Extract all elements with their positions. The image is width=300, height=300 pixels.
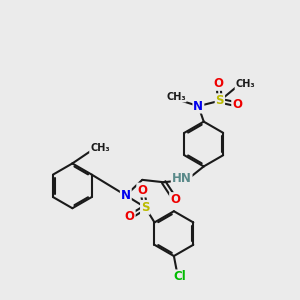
Text: CH₃: CH₃	[236, 79, 255, 89]
Text: N: N	[194, 100, 203, 112]
Text: S: S	[216, 94, 224, 107]
Text: O: O	[137, 184, 147, 196]
Text: O: O	[213, 77, 224, 90]
Text: HN: HN	[172, 172, 192, 185]
Text: CH₃: CH₃	[166, 92, 186, 101]
Text: O: O	[232, 98, 242, 111]
Text: CH₃: CH₃	[90, 143, 110, 153]
Text: O: O	[125, 210, 135, 224]
Text: N: N	[121, 189, 131, 202]
Text: O: O	[170, 193, 180, 206]
Text: Cl: Cl	[173, 270, 186, 284]
Text: S: S	[141, 201, 149, 214]
